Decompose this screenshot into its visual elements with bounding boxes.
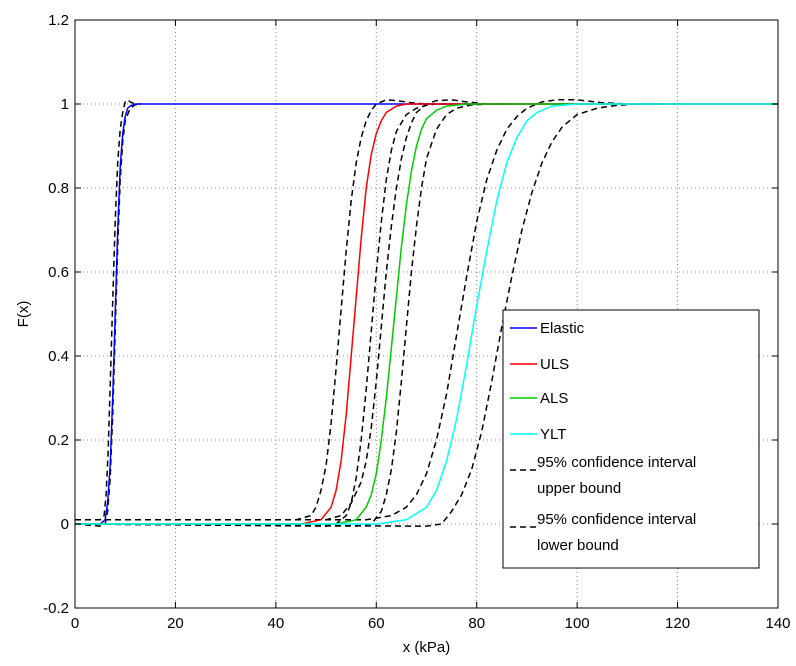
confidence-bound-line [75,99,487,521]
y-tick-label: 1 [61,96,69,113]
y-tick-label: -0.2 [43,600,69,617]
series-line-ylt [75,103,778,525]
x-tick-label: 100 [565,615,590,632]
x-axis-label: x (kPa) [403,639,451,656]
legend-label: ULS [540,356,569,373]
legend-label: lower bound [537,537,619,554]
legend-label: Elastic [540,320,585,337]
x-tick-label: 20 [167,615,184,632]
y-tick-label: 0.2 [48,432,69,449]
legend-box [502,309,760,569]
confidence-bound-line [75,99,628,521]
y-tick-label: 0.4 [48,348,69,365]
series-line-als [75,103,778,525]
axes-frame [74,19,779,609]
legend-label: upper bound [537,480,621,497]
ticks: 0 20 40 60 80 100 120 140-0.200.20.40.60.811.2 [43,12,790,632]
legend-label: 95% confidence interval [537,511,696,528]
y-tick-label: 0 [61,516,69,533]
legend-label: ALS [540,390,568,407]
x-tick-label: 120 [665,615,690,632]
y-tick-label: 0.8 [48,180,69,197]
y-tick-label: 0.6 [48,264,69,281]
confidence-bound-line [75,103,141,527]
x-tick-label: 60 [368,615,385,632]
legend-label: 95% confidence interval [537,454,696,471]
x-tick-label: 140 [765,615,790,632]
y-tick-label: 1.2 [48,12,69,29]
series-line-uls [75,103,778,525]
confidence-bound-line [75,103,663,527]
series-layer [75,99,778,527]
legend-label: YLT [540,426,566,443]
confidence-bound-line [75,99,452,521]
confidence-bound-line [75,99,141,521]
x-tick-label: 0 [71,615,79,632]
y-axis-label: F(x) [15,301,32,328]
legend: Elastic ULS ALS YLT 95% confidence interval u… [502,309,760,569]
x-tick-label: 80 [468,615,485,632]
x-tick-label: 40 [268,615,285,632]
confidence-bound-line [75,103,512,527]
